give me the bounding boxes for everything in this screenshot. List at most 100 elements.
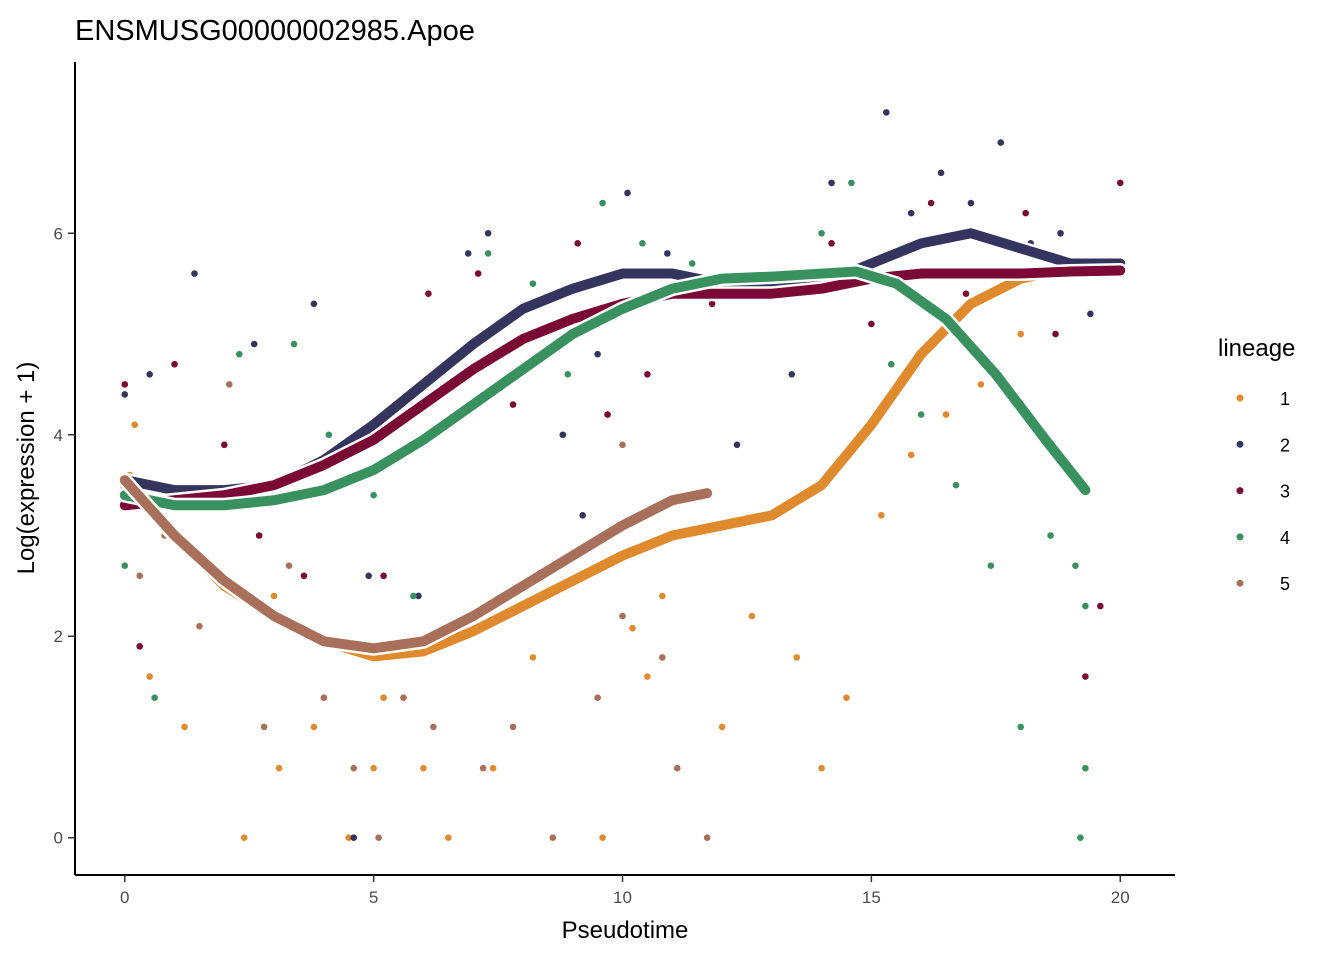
data-point	[529, 654, 537, 661]
data-point	[559, 431, 567, 439]
data-point	[225, 381, 233, 388]
data-point	[474, 270, 482, 277]
data-point	[629, 624, 636, 632]
data-point	[1047, 532, 1054, 539]
data-point	[121, 391, 129, 398]
data-point	[275, 764, 283, 772]
data-point	[400, 694, 407, 701]
data-point	[868, 320, 875, 328]
y-tick-label: 6	[54, 224, 63, 243]
data-point	[659, 654, 666, 661]
data-point	[1116, 179, 1124, 187]
data-point	[415, 592, 422, 600]
legend-label: 1	[1280, 389, 1290, 409]
legend-marker	[1236, 533, 1244, 541]
fit-line	[119, 475, 713, 654]
data-point	[659, 592, 666, 600]
data-point	[952, 481, 960, 489]
data-point	[1057, 229, 1064, 237]
y-tick-label: 2	[54, 627, 63, 646]
data-point	[509, 723, 517, 731]
data-point	[599, 199, 606, 207]
data-point	[350, 764, 358, 772]
data-point	[464, 250, 472, 257]
data-point	[644, 673, 651, 680]
data-point	[917, 411, 925, 418]
data-point	[927, 199, 935, 207]
data-point	[708, 300, 716, 308]
data-point	[484, 250, 492, 257]
data-point	[345, 834, 353, 842]
data-point	[937, 169, 945, 177]
data-point	[250, 340, 258, 348]
data-point	[977, 381, 985, 388]
legend-label: 4	[1280, 528, 1290, 548]
data-point	[370, 491, 377, 499]
x-axis-label: Pseudotime	[562, 917, 689, 944]
y-tick-label: 4	[54, 426, 63, 445]
data-point	[887, 360, 895, 368]
data-point	[878, 512, 885, 519]
data-point	[997, 139, 1005, 146]
x-tick-label: 10	[613, 888, 632, 907]
data-point	[748, 612, 756, 620]
data-point	[260, 723, 268, 731]
data-point	[828, 240, 835, 247]
data-point	[1052, 330, 1059, 338]
data-point	[788, 371, 796, 378]
data-point	[1022, 209, 1029, 217]
data-point	[310, 723, 318, 731]
data-point	[221, 441, 228, 449]
data-point	[146, 371, 153, 378]
data-point	[255, 532, 263, 539]
x-tick-label: 5	[369, 888, 378, 907]
x-tick-label: 15	[862, 888, 881, 907]
legend-label: 3	[1280, 482, 1290, 502]
data-point	[420, 764, 427, 772]
chart-title: ENSMUSG00000002985.Apoe	[75, 15, 475, 47]
data-point	[484, 229, 492, 237]
data-point	[285, 562, 293, 570]
data-point	[375, 834, 382, 842]
data-point	[380, 572, 387, 580]
data-point	[136, 572, 144, 580]
data-point	[365, 572, 372, 580]
data-point	[479, 764, 487, 772]
data-point	[843, 694, 850, 701]
data-point	[619, 441, 626, 449]
data-point	[1077, 834, 1084, 842]
data-point	[907, 209, 915, 217]
data-point	[121, 381, 129, 388]
data-point	[579, 512, 586, 519]
data-point	[380, 694, 387, 701]
data-point	[1097, 602, 1104, 610]
data-point	[181, 723, 188, 731]
data-point	[604, 411, 611, 418]
data-point	[529, 280, 537, 287]
data-point	[489, 764, 497, 772]
legend-label: 2	[1280, 435, 1290, 455]
data-point	[270, 592, 278, 600]
data-point	[370, 764, 377, 772]
data-point	[599, 834, 606, 842]
data-point	[564, 371, 572, 378]
legend-marker	[1236, 394, 1244, 402]
data-point	[549, 834, 557, 842]
data-point	[425, 290, 432, 298]
data-point	[639, 240, 646, 247]
data-point	[907, 451, 915, 459]
data-point	[733, 441, 741, 449]
data-point	[942, 411, 950, 418]
data-point	[310, 300, 318, 308]
data-point	[703, 834, 711, 842]
legend-label: 5	[1280, 574, 1290, 594]
y-tick-label: 0	[54, 829, 63, 848]
data-point	[121, 562, 129, 570]
data-point	[848, 179, 855, 187]
data-point	[967, 199, 975, 207]
data-point	[430, 723, 437, 731]
data-point	[146, 673, 153, 680]
fit-line	[119, 266, 1091, 511]
data-point	[131, 421, 139, 428]
